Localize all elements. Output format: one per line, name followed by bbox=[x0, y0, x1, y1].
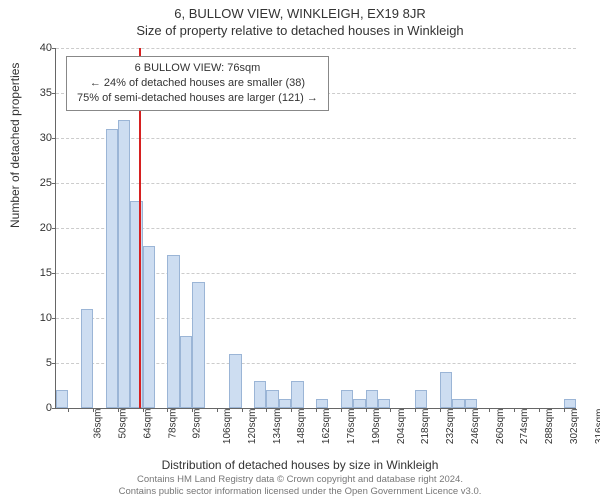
xtick-mark bbox=[341, 408, 342, 412]
xtick-mark bbox=[539, 408, 540, 412]
gridline bbox=[56, 48, 576, 49]
page-title-address: 6, BULLOW VIEW, WINKLEIGH, EX19 8JR bbox=[0, 0, 600, 21]
xtick-label: 92sqm bbox=[192, 409, 203, 439]
xtick-mark bbox=[93, 408, 94, 412]
annotation-box: 6 BULLOW VIEW: 76sqm← 24% of detached ho… bbox=[66, 56, 329, 111]
xtick-label: 302sqm bbox=[569, 409, 580, 445]
xtick-label: 64sqm bbox=[142, 409, 153, 439]
gridline bbox=[56, 138, 576, 139]
ytick-mark bbox=[52, 273, 56, 274]
footer-line2: Contains public sector information licen… bbox=[0, 486, 600, 498]
histogram-bar bbox=[229, 354, 241, 408]
histogram-chart: 051015202530354036sqm50sqm64sqm78sqm92sq… bbox=[55, 48, 576, 409]
histogram-bar bbox=[564, 399, 576, 408]
xtick-label: 134sqm bbox=[272, 409, 283, 445]
histogram-bar bbox=[266, 390, 278, 408]
xtick-mark bbox=[143, 408, 144, 412]
page-title-subtitle: Size of property relative to detached ho… bbox=[0, 21, 600, 38]
xtick-label: 162sqm bbox=[321, 409, 332, 445]
footer-line1: Contains HM Land Registry data © Crown c… bbox=[0, 474, 600, 486]
xtick-label: 36sqm bbox=[93, 409, 104, 439]
annotation-line1: 6 BULLOW VIEW: 76sqm bbox=[77, 61, 318, 76]
ytick-label: 10 bbox=[28, 312, 52, 324]
ytick-mark bbox=[52, 318, 56, 319]
xtick-mark bbox=[564, 408, 565, 412]
footer-attribution: Contains HM Land Registry data © Crown c… bbox=[0, 474, 600, 498]
ytick-label: 35 bbox=[28, 87, 52, 99]
xtick-label: 148sqm bbox=[297, 409, 308, 445]
xtick-mark bbox=[514, 408, 515, 412]
histogram-bar bbox=[378, 399, 390, 408]
histogram-bar bbox=[366, 390, 378, 408]
gridline bbox=[56, 183, 576, 184]
xtick-label: 274sqm bbox=[519, 409, 530, 445]
histogram-bar bbox=[415, 390, 427, 408]
xtick-mark bbox=[291, 408, 292, 412]
ytick-mark bbox=[52, 408, 56, 409]
xtick-label: 190sqm bbox=[371, 409, 382, 445]
histogram-bar bbox=[353, 399, 365, 408]
ytick-label: 20 bbox=[28, 222, 52, 234]
ytick-label: 5 bbox=[28, 357, 52, 369]
histogram-bar bbox=[254, 381, 266, 408]
xtick-label: 246sqm bbox=[470, 409, 481, 445]
histogram-bar bbox=[452, 399, 464, 408]
x-axis-label: Distribution of detached houses by size … bbox=[0, 458, 600, 472]
annotation-line3: 75% of semi-detached houses are larger (… bbox=[77, 91, 318, 106]
ytick-label: 15 bbox=[28, 267, 52, 279]
xtick-mark bbox=[68, 408, 69, 412]
histogram-bar bbox=[106, 129, 118, 408]
xtick-mark bbox=[167, 408, 168, 412]
xtick-label: 50sqm bbox=[118, 409, 129, 439]
xtick-mark bbox=[415, 408, 416, 412]
xtick-label: 316sqm bbox=[594, 409, 600, 445]
xtick-mark bbox=[440, 408, 441, 412]
xtick-label: 204sqm bbox=[396, 409, 407, 445]
histogram-bar bbox=[56, 390, 68, 408]
xtick-mark bbox=[465, 408, 466, 412]
ytick-mark bbox=[52, 228, 56, 229]
xtick-label: 78sqm bbox=[167, 409, 178, 439]
xtick-label: 260sqm bbox=[495, 409, 506, 445]
xtick-label: 218sqm bbox=[420, 409, 431, 445]
histogram-bar bbox=[465, 399, 477, 408]
xtick-mark bbox=[316, 408, 317, 412]
xtick-mark bbox=[242, 408, 243, 412]
xtick-label: 106sqm bbox=[222, 409, 233, 445]
ytick-label: 0 bbox=[28, 402, 52, 414]
histogram-bar bbox=[291, 381, 303, 408]
xtick-mark bbox=[366, 408, 367, 412]
ytick-mark bbox=[52, 48, 56, 49]
xtick-mark bbox=[266, 408, 267, 412]
xtick-label: 120sqm bbox=[247, 409, 258, 445]
ytick-mark bbox=[52, 183, 56, 184]
histogram-bar bbox=[118, 120, 130, 408]
histogram-bar bbox=[167, 255, 179, 408]
ytick-label: 40 bbox=[28, 42, 52, 54]
xtick-label: 288sqm bbox=[544, 409, 555, 445]
histogram-bar bbox=[341, 390, 353, 408]
histogram-bar bbox=[279, 399, 291, 408]
annotation-line2: ← 24% of detached houses are smaller (38… bbox=[77, 76, 318, 91]
histogram-bar bbox=[143, 246, 155, 408]
histogram-bar bbox=[81, 309, 93, 408]
histogram-bar bbox=[316, 399, 328, 408]
ytick-mark bbox=[52, 138, 56, 139]
xtick-label: 232sqm bbox=[445, 409, 456, 445]
xtick-mark bbox=[217, 408, 218, 412]
xtick-label: 176sqm bbox=[346, 409, 357, 445]
ytick-mark bbox=[52, 93, 56, 94]
y-axis-label: Number of detached properties bbox=[8, 63, 22, 228]
ytick-label: 25 bbox=[28, 177, 52, 189]
xtick-mark bbox=[390, 408, 391, 412]
ytick-mark bbox=[52, 363, 56, 364]
histogram-bar bbox=[180, 336, 192, 408]
xtick-mark bbox=[489, 408, 490, 412]
histogram-bar bbox=[440, 372, 452, 408]
histogram-bar bbox=[192, 282, 204, 408]
xtick-mark bbox=[118, 408, 119, 412]
xtick-mark bbox=[192, 408, 193, 412]
ytick-label: 30 bbox=[28, 132, 52, 144]
